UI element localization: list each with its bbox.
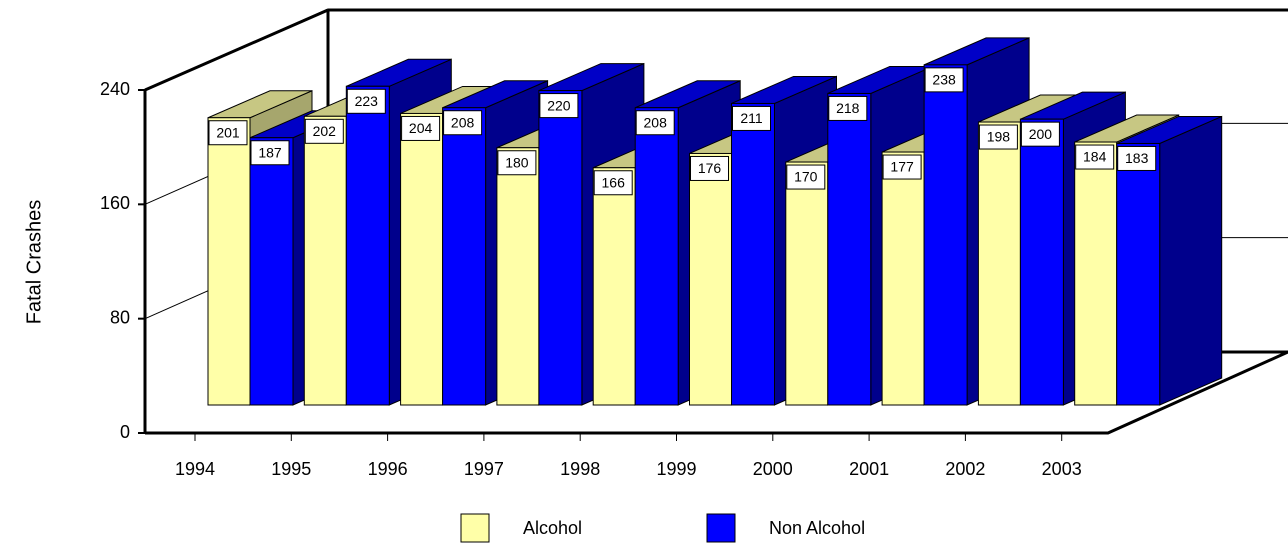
bar-front xyxy=(592,167,636,406)
value-label-box xyxy=(443,110,483,136)
value-label: 201 xyxy=(216,124,240,140)
y-axis-title: Fatal Crashes xyxy=(23,200,45,325)
bar-front xyxy=(827,92,872,406)
bar-front xyxy=(634,107,679,406)
bar-front xyxy=(442,107,487,406)
value-label: 176 xyxy=(698,160,722,176)
bar-front xyxy=(303,115,347,406)
x-tick-label: 1999 xyxy=(656,459,696,479)
bar-front xyxy=(1074,141,1118,406)
value-label-box xyxy=(346,88,386,114)
value-label: 220 xyxy=(547,97,571,113)
value-label-box xyxy=(732,105,771,131)
value-label: 180 xyxy=(505,154,529,170)
value-label: 187 xyxy=(258,144,282,160)
value-label-box xyxy=(828,95,868,121)
value-label: 177 xyxy=(890,159,914,175)
value-label: 218 xyxy=(836,100,860,116)
value-label: 166 xyxy=(602,174,626,190)
value-label-box xyxy=(539,93,579,119)
legend-label: Alcohol xyxy=(523,518,582,538)
bar-front xyxy=(689,152,732,406)
value-label-box xyxy=(1020,121,1060,147)
x-tick-label: 2000 xyxy=(753,459,793,479)
value-label-box xyxy=(690,155,729,181)
value-label: 200 xyxy=(1029,126,1053,142)
value-label: 223 xyxy=(355,93,379,109)
value-label-box xyxy=(882,154,922,180)
value-label: 183 xyxy=(1125,150,1149,166)
bar-front xyxy=(881,151,925,406)
y-tick-label: 0 xyxy=(120,422,130,442)
value-label: 170 xyxy=(794,169,818,185)
value-label-box xyxy=(1075,144,1115,170)
value-label-box xyxy=(978,124,1018,150)
value-label: 208 xyxy=(644,114,668,130)
x-tick-label: 2001 xyxy=(849,459,889,479)
y-tick-label: 160 xyxy=(100,193,130,213)
x-tick-label: 2002 xyxy=(945,459,985,479)
value-label-box xyxy=(250,140,290,166)
bar-side xyxy=(1159,115,1223,406)
x-tick-label: 1996 xyxy=(368,459,408,479)
bar-front xyxy=(249,137,294,406)
bar-front xyxy=(538,90,583,406)
value-label: 202 xyxy=(313,123,337,139)
value-label-box xyxy=(1117,145,1157,171)
value-label-box xyxy=(786,164,826,190)
bar-front xyxy=(207,117,251,406)
legend-swatch xyxy=(460,513,490,543)
value-label: 208 xyxy=(451,114,475,130)
value-label-box xyxy=(497,150,537,176)
bar-front xyxy=(785,161,829,406)
x-tick-label: 2003 xyxy=(1042,459,1082,479)
value-label-box xyxy=(208,120,248,146)
value-label-box xyxy=(304,118,344,144)
value-label: 211 xyxy=(740,110,763,126)
legend-label: Non Alcohol xyxy=(769,518,865,538)
value-label: 238 xyxy=(932,72,956,88)
bar-front xyxy=(1116,142,1161,406)
bar-front xyxy=(400,112,444,406)
bar xyxy=(1116,115,1223,406)
value-label: 198 xyxy=(987,129,1011,145)
bar-front xyxy=(731,102,775,406)
y-tick-label: 240 xyxy=(100,79,130,99)
x-tick-label: 1997 xyxy=(464,459,504,479)
value-label-box xyxy=(635,110,675,136)
value-label-box xyxy=(593,170,633,196)
bar-front xyxy=(923,64,968,406)
bar-front xyxy=(977,121,1021,406)
value-label-box xyxy=(924,67,964,93)
x-tick-label: 1994 xyxy=(175,459,215,479)
x-tick-label: 1995 xyxy=(271,459,311,479)
value-label: 204 xyxy=(409,120,433,136)
bar-front xyxy=(1019,118,1064,406)
grid-line xyxy=(144,8,329,91)
bar-front xyxy=(345,85,390,406)
y-tick-label: 80 xyxy=(110,307,130,327)
legend-swatch xyxy=(706,513,736,543)
floor xyxy=(145,350,1288,435)
x-tick-label: 1998 xyxy=(560,459,600,479)
value-label: 184 xyxy=(1083,149,1107,165)
value-label-box xyxy=(401,115,441,141)
bar-front xyxy=(496,147,540,406)
